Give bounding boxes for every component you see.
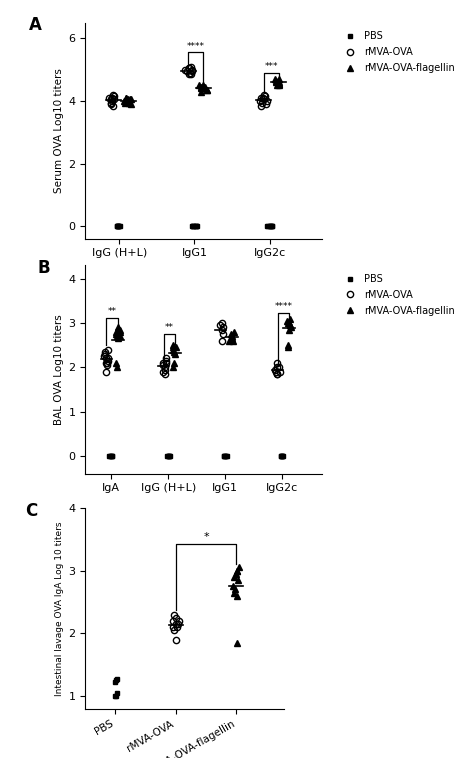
Y-axis label: Intestinal lavage OVA IgA Log 10 titers: Intestinal lavage OVA IgA Log 10 titers (55, 521, 64, 696)
Legend: PBS, rMVA-OVA, rMVA-OVA-flagellin: PBS, rMVA-OVA, rMVA-OVA-flagellin (337, 270, 458, 320)
Text: *: * (203, 532, 209, 542)
Text: A: A (28, 16, 41, 34)
Text: **: ** (165, 323, 174, 332)
Y-axis label: Serum OVA Log10 titers: Serum OVA Log10 titers (55, 68, 64, 193)
Text: B: B (38, 259, 51, 277)
Text: ****: **** (274, 302, 292, 312)
Text: ***: *** (264, 62, 278, 71)
Text: **: ** (108, 307, 117, 316)
Y-axis label: BAL OVA Log10 titers: BAL OVA Log10 titers (55, 314, 64, 425)
Legend: PBS, rMVA-OVA, rMVA-OVA-flagellin: PBS, rMVA-OVA, rMVA-OVA-flagellin (337, 27, 458, 77)
Text: ****: **** (187, 42, 205, 51)
Text: C: C (26, 502, 38, 520)
